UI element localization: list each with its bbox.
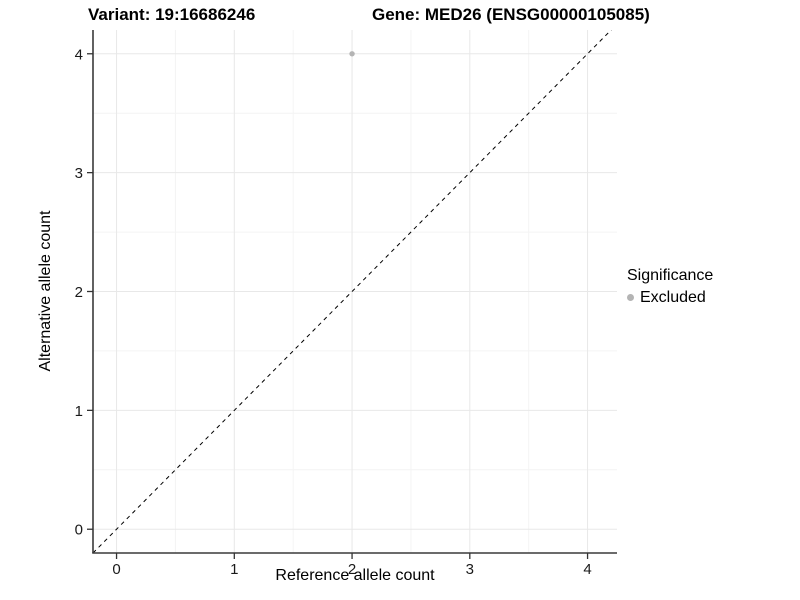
x-tick-label: 3 <box>466 561 474 578</box>
legend-title: Significance <box>627 267 714 284</box>
data-point <box>349 51 355 57</box>
plot-title-gene: Gene: MED26 (ENSG00000105085) <box>372 5 650 24</box>
x-tick-label: 4 <box>583 561 591 578</box>
plot-panel: 0 1 2 3 4 0 1 2 3 4 <box>75 30 617 578</box>
legend-item-excluded: Excluded <box>627 288 713 307</box>
x-axis-title: Reference allele count <box>275 567 435 584</box>
y-tick-label: 2 <box>75 284 83 301</box>
y-axis-title: Alternative allele count <box>37 210 54 372</box>
y-tick-label: 1 <box>75 403 83 420</box>
legend-item-label: Excluded <box>640 289 706 306</box>
x-tick-label: 1 <box>230 561 238 578</box>
legend-key-dot-icon <box>627 294 634 301</box>
x-tick-label: 0 <box>112 561 120 578</box>
y-tick-label: 0 <box>75 522 83 539</box>
y-tick-label: 4 <box>75 46 83 63</box>
legend: Significance Excluded <box>627 266 713 307</box>
x-tick-label: 2 <box>348 561 356 578</box>
plot-svg: 0 1 2 3 4 0 1 2 3 4 <box>75 30 617 578</box>
identity-line <box>93 30 612 553</box>
y-tick-label: 3 <box>75 165 83 182</box>
plot-title-variant: Variant: 19:16686246 <box>88 5 256 24</box>
